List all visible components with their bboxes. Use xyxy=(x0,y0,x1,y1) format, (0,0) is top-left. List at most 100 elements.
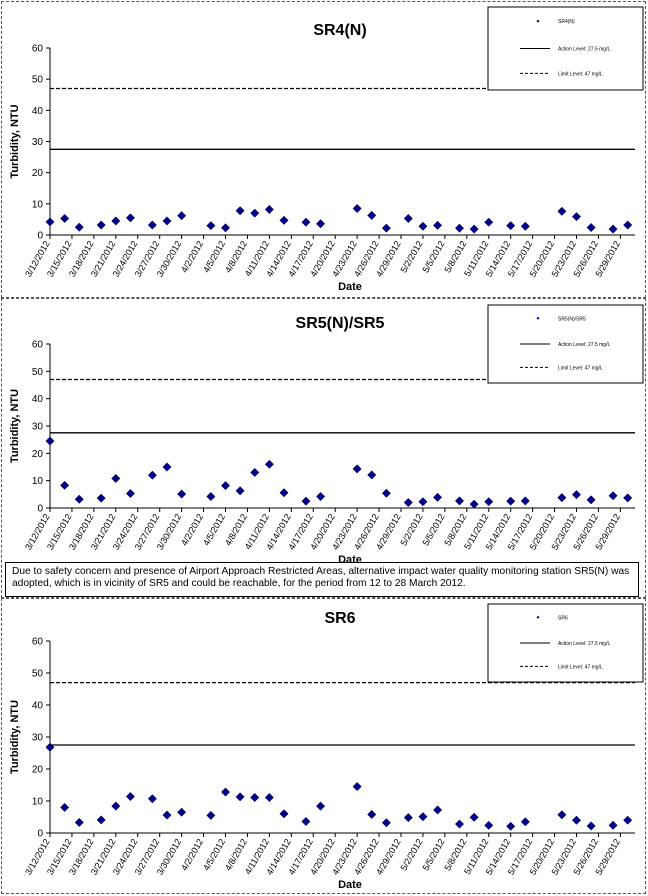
data-point xyxy=(403,497,413,508)
chart-panel-sr4n: SR4(N) 0 10 20 30 40 50 60 3/12/2012 3/15/2012 3/1… xyxy=(1,1,646,298)
legend-label-points: SR4(N) xyxy=(558,19,575,25)
chart-panel-sr5n-sr5: SR5(N)/SR5 0 10 20 30 40 50 60 3/12/2012 3/15/201… xyxy=(1,298,646,598)
data-point xyxy=(316,219,326,229)
y-tick-label: 0 xyxy=(37,231,43,242)
data-point xyxy=(220,223,231,233)
data-point xyxy=(177,489,187,499)
data-point xyxy=(74,222,84,232)
y-tick-label: 30 xyxy=(32,422,44,433)
data-point xyxy=(367,470,377,480)
data-point xyxy=(586,222,596,233)
legend-label-action: Action Level: 27.5 mg/L xyxy=(558,641,610,647)
legend-marker-points xyxy=(536,615,540,619)
data-point xyxy=(264,792,274,803)
legend-label-limit: Limit Level: 47 mg/L xyxy=(558,664,603,670)
data-point xyxy=(367,809,377,819)
y-tick-label: 20 xyxy=(32,765,44,776)
legend-label-action: Action Level: 27.5 mg/L xyxy=(558,47,610,53)
data-point xyxy=(506,496,516,506)
data-point xyxy=(162,216,172,226)
data-point xyxy=(418,497,428,507)
data-point xyxy=(96,220,106,230)
data-point xyxy=(484,820,494,830)
y-tick-label: 0 xyxy=(37,504,43,515)
legend-box xyxy=(487,304,644,384)
data-point xyxy=(469,499,479,509)
data-point xyxy=(571,815,582,825)
data-point xyxy=(469,812,479,822)
legend-label-limit: Limit Level: 47 mg/L xyxy=(558,71,603,77)
y-tick-label: 40 xyxy=(32,394,44,405)
data-point xyxy=(403,813,413,823)
data-point xyxy=(506,821,516,831)
x-axis-title: Date xyxy=(338,879,362,891)
y-tick-label: 20 xyxy=(32,449,44,460)
data-point xyxy=(162,810,172,820)
data-point xyxy=(623,493,633,503)
chart-title: SR4(N) xyxy=(313,22,366,39)
data-point xyxy=(96,815,106,825)
y-tick-label: 50 xyxy=(32,669,44,680)
data-point xyxy=(206,221,216,231)
legend-label-action: Action Level: 27.5 mg/L xyxy=(558,342,610,348)
y-tick-label: 20 xyxy=(32,168,44,179)
data-point xyxy=(45,217,55,227)
y-tick-label: 40 xyxy=(32,106,44,117)
data-point xyxy=(279,215,289,225)
data-point xyxy=(557,206,567,216)
data-point xyxy=(571,212,582,222)
data-point xyxy=(111,801,121,811)
chart-sr5n-sr5: SR5(N)/SR501020304050603/12/20123/15/201… xyxy=(9,304,644,566)
data-point xyxy=(250,467,260,478)
data-point xyxy=(45,742,55,752)
data-point xyxy=(206,491,216,502)
data-point xyxy=(586,495,596,505)
data-point xyxy=(177,807,187,817)
data-point xyxy=(352,464,362,474)
data-point xyxy=(381,488,391,498)
chart-title: SR6 xyxy=(324,610,355,627)
legend-marker-points xyxy=(536,19,540,23)
data-point xyxy=(279,488,289,498)
data-point xyxy=(381,223,391,233)
data-point xyxy=(352,782,362,792)
data-point xyxy=(520,496,530,506)
data-point xyxy=(418,812,428,822)
data-point xyxy=(623,220,633,230)
data-point xyxy=(301,496,311,506)
y-tick-label: 60 xyxy=(32,44,44,55)
data-point xyxy=(608,820,618,830)
y-tick-label: 0 xyxy=(37,829,43,840)
data-point xyxy=(60,213,70,224)
chart-title: SR5(N)/SR5 xyxy=(296,315,385,332)
data-point xyxy=(520,817,530,827)
data-point xyxy=(74,494,84,504)
data-point xyxy=(279,809,289,819)
y-tick-label: 10 xyxy=(32,199,44,210)
data-point xyxy=(96,493,106,503)
data-point xyxy=(220,481,231,491)
y-tick-label: 40 xyxy=(32,701,44,712)
data-point xyxy=(433,220,443,230)
data-point xyxy=(147,794,157,804)
y-tick-label: 30 xyxy=(32,733,44,744)
data-point xyxy=(235,206,245,216)
data-point xyxy=(147,470,157,480)
data-point xyxy=(235,792,245,802)
data-point xyxy=(352,203,362,214)
data-point xyxy=(45,436,55,446)
data-point xyxy=(454,223,465,233)
data-point xyxy=(506,221,516,231)
station-note: Due to safety concern and presence of Ai… xyxy=(5,562,639,597)
data-point xyxy=(433,805,443,815)
data-point xyxy=(484,217,494,227)
data-point xyxy=(433,492,443,502)
y-tick-label: 30 xyxy=(32,137,44,148)
data-point xyxy=(608,224,618,234)
data-point xyxy=(454,496,465,506)
data-point xyxy=(586,821,596,831)
y-tick-label: 50 xyxy=(32,75,44,86)
x-axis-title: Date xyxy=(338,281,362,293)
data-point xyxy=(250,792,260,803)
data-point xyxy=(147,220,157,230)
